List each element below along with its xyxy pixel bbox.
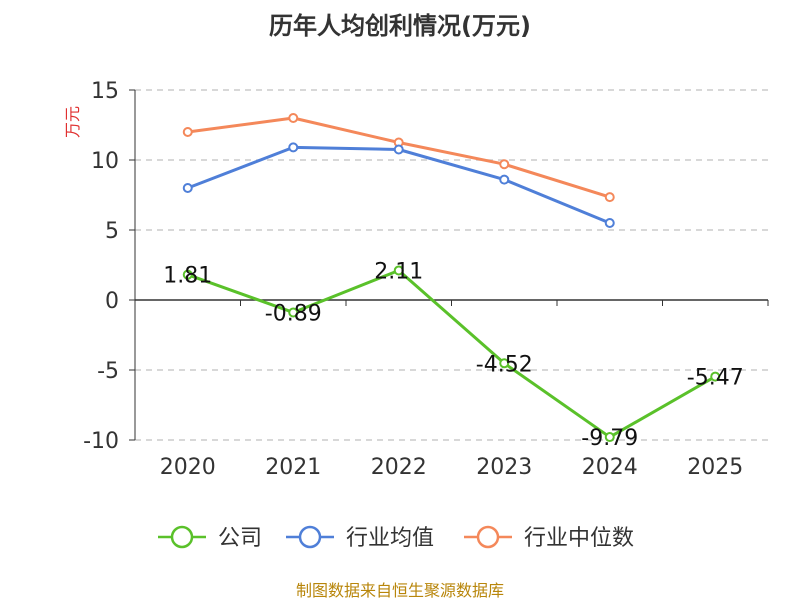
data-label: -5.47	[687, 366, 744, 391]
legend-item[interactable]: 行业均值	[286, 525, 434, 551]
y-tick-label: -5	[97, 359, 119, 384]
data-point	[604, 192, 615, 203]
data-point	[182, 127, 193, 137]
data-point	[288, 142, 299, 153]
data-point	[393, 144, 404, 155]
data-point	[288, 113, 299, 123]
series-lines	[182, 113, 721, 443]
legend-marker-icon	[298, 525, 322, 549]
axes: 15 10 5 0 -5 -10 2020 2021 2022 2023 2024 2025	[83, 79, 769, 480]
source-note: 制图数据来自恒生聚源数据库	[296, 581, 504, 600]
data-point	[182, 183, 193, 193]
x-tick-label: 2020	[160, 455, 216, 480]
legend-marker-icon	[170, 525, 194, 549]
x-tick-label: 2024	[582, 455, 638, 480]
data-label: -9.79	[581, 426, 638, 451]
x-tick-label: 2022	[371, 455, 427, 480]
legend-marker-icon	[476, 525, 500, 549]
legend-label: 公司	[218, 526, 262, 551]
y-tick-label: 0	[105, 289, 119, 314]
data-point	[288, 307, 299, 318]
chart-title: 历年人均创利情况(万元)	[269, 12, 531, 40]
y-tick-label: 5	[105, 219, 119, 244]
legend[interactable]: 公司 行业均值 行业中位数	[158, 525, 634, 551]
data-label: -0.89	[265, 301, 322, 326]
series-line	[187, 145, 611, 225]
data-labels: 1.81 -0.89 2.11 -4.52 -9.79 -5.47	[163, 259, 743, 451]
data-point	[499, 174, 510, 185]
data-point	[710, 371, 721, 382]
y-tick-label: 10	[91, 149, 119, 174]
legend-label: 行业中位数	[524, 526, 634, 551]
legend-item[interactable]: 公司	[158, 525, 262, 551]
data-label: 1.81	[163, 264, 212, 289]
data-point	[604, 432, 615, 443]
series-line	[187, 116, 611, 199]
data-point	[604, 218, 615, 228]
y-tick-label: -10	[83, 429, 119, 454]
x-tick-label: 2023	[476, 455, 532, 480]
x-tick-label: 2021	[265, 455, 321, 480]
data-label: 2.11	[374, 259, 423, 284]
x-tick-label: 2025	[687, 455, 743, 480]
y-axis-unit: 万元	[63, 106, 82, 138]
data-label: -4.52	[476, 352, 533, 377]
legend-label: 行业均值	[346, 526, 434, 551]
y-tick-label: 15	[91, 79, 119, 104]
data-point	[182, 269, 193, 280]
data-point	[393, 265, 404, 276]
data-point	[499, 159, 510, 170]
legend-item[interactable]: 行业中位数	[464, 525, 634, 551]
series-line	[187, 268, 716, 439]
data-point	[499, 358, 510, 369]
grid-lines	[135, 89, 768, 441]
